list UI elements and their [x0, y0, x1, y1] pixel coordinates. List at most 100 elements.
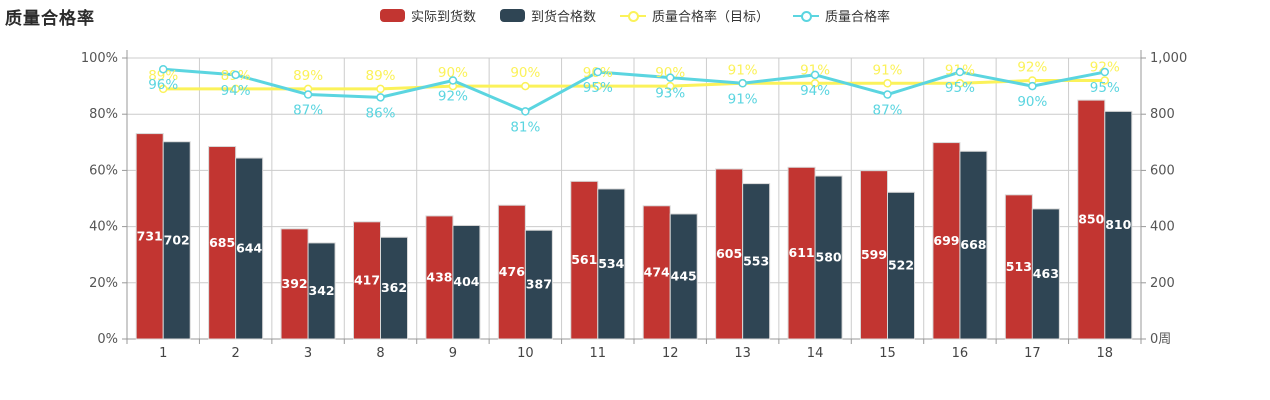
target-rate-point-label: 92%	[1017, 59, 1047, 75]
actual-rate-point[interactable]	[231, 70, 240, 80]
bar-qualified-arrivals[interactable]	[887, 191, 915, 340]
legend-circle-icon	[628, 11, 639, 22]
legend-label: 质量合格率	[825, 10, 891, 25]
target-rate-point[interactable]	[158, 84, 168, 94]
bar-actual-arrivals[interactable]	[1004, 194, 1033, 340]
bar-actual-arrivals[interactable]	[135, 133, 164, 340]
bar-qualified-arrivals[interactable]	[307, 242, 336, 340]
actual-rate-point[interactable]	[1100, 67, 1110, 77]
actual-rate-point[interactable]	[448, 76, 458, 85]
bar-qualified-arrivals[interactable]	[742, 183, 771, 340]
target-rate-line	[161, 78, 1107, 91]
bar-value-label: 561	[571, 252, 597, 267]
actual-rate-point-label: 87%	[293, 103, 323, 119]
legend-item-line-2[interactable]: 质量合格率（目标）	[620, 6, 769, 25]
y-axis-label-left: 20%	[89, 276, 118, 291]
bar-qualified-arrivals[interactable]	[380, 236, 408, 340]
bar-qualified-arrivals[interactable]	[524, 229, 553, 340]
bar-value-label: 850	[1078, 212, 1104, 227]
y-axis-label-right: 200	[1150, 276, 1175, 291]
actual-rate-point-label: 96%	[148, 77, 178, 93]
bar-value-label: 685	[209, 235, 235, 250]
bar-qualified-arrivals[interactable]	[235, 157, 264, 340]
x-axis-label: 11	[590, 346, 607, 361]
bar-qualified-arrivals[interactable]	[162, 141, 191, 340]
bar-qualified-arrivals[interactable]	[1104, 110, 1133, 340]
bar-value-label: 611	[789, 245, 815, 260]
target-rate-point-label: 90%	[438, 65, 468, 81]
bar-qualified-arrivals[interactable]	[1031, 208, 1060, 340]
legend-bar-swatch-icon	[379, 9, 405, 22]
target-rate-point-label: 89%	[148, 68, 178, 84]
legend-item-bar-0[interactable]: 实际到货数	[379, 6, 476, 25]
bar-qualified-arrivals[interactable]	[669, 213, 698, 340]
bar-value-label: 342	[309, 283, 335, 298]
target-rate-point[interactable]	[665, 81, 675, 91]
actual-rate-point[interactable]	[593, 67, 603, 77]
bar-actual-arrivals[interactable]	[1077, 99, 1106, 340]
x-axis-label: 2	[232, 346, 240, 361]
bar-actual-arrivals[interactable]	[932, 142, 961, 340]
target-rate-point-label: 92%	[1090, 59, 1120, 75]
bar-actual-arrivals[interactable]	[642, 205, 671, 340]
actual-rate-point[interactable]	[955, 67, 965, 77]
bar-value-label: 362	[381, 280, 407, 295]
actual-rate-point[interactable]	[810, 70, 820, 80]
actual-rate-point[interactable]	[665, 73, 675, 82]
actual-rate-point[interactable]	[521, 107, 530, 116]
target-rate-point-label: 89%	[293, 68, 323, 84]
bar-value-label: 387	[526, 277, 552, 292]
actual-rate-point[interactable]	[738, 79, 747, 88]
bar-actual-arrivals[interactable]	[280, 228, 309, 340]
bar-qualified-arrivals[interactable]	[452, 224, 481, 340]
actual-rate-point[interactable]	[1028, 81, 1037, 91]
y-axis-label-right: 1,000	[1150, 51, 1187, 66]
y-axis-label-right: 0周	[1150, 332, 1171, 347]
target-rate-point[interactable]	[955, 79, 965, 88]
bar-qualified-arrivals[interactable]	[597, 188, 626, 340]
actual-rate-point[interactable]	[376, 93, 385, 102]
bar-actual-arrivals[interactable]	[715, 168, 744, 340]
x-axis-label: 8	[376, 346, 384, 361]
target-rate-point-label: 90%	[510, 65, 540, 81]
bar-value-label: 731	[137, 228, 163, 243]
bar-actual-arrivals[interactable]	[425, 215, 454, 340]
bar-value-label: 417	[354, 272, 380, 287]
target-rate-point[interactable]	[1100, 76, 1110, 85]
bar-value-label: 522	[888, 258, 914, 273]
bar-actual-arrivals[interactable]	[497, 204, 526, 340]
y-axis-label-right: 600	[1150, 163, 1175, 178]
y-axis-label-left: 0%	[97, 332, 118, 347]
bar-actual-arrivals[interactable]	[570, 180, 599, 340]
target-rate-point[interactable]	[521, 81, 530, 91]
x-axis-label: 3	[304, 346, 312, 361]
actual-rate-point-label: 95%	[1090, 80, 1120, 96]
bar-actual-arrivals[interactable]	[353, 221, 381, 340]
bar-value-label: 599	[861, 247, 887, 262]
target-rate-point[interactable]	[883, 79, 892, 88]
actual-rate-point[interactable]	[303, 90, 313, 99]
target-rate-point[interactable]	[810, 79, 820, 88]
legend-item-line-3[interactable]: 质量合格率	[793, 6, 890, 25]
actual-rate-point[interactable]	[158, 64, 168, 74]
bar-qualified-arrivals[interactable]	[959, 150, 988, 340]
actual-rate-point-label: 87%	[872, 103, 902, 119]
actual-rate-point-label: 95%	[945, 80, 975, 96]
target-rate-point[interactable]	[593, 81, 603, 91]
actual-rate-point-label: 92%	[438, 88, 468, 104]
legend-item-bar-1[interactable]: 到货合格数	[499, 6, 596, 25]
target-rate-point[interactable]	[376, 84, 385, 94]
bar-qualified-arrivals[interactable]	[814, 175, 843, 340]
x-axis-label: 15	[879, 346, 896, 361]
target-rate-point-label: 90%	[655, 65, 685, 81]
bar-actual-arrivals[interactable]	[208, 146, 237, 340]
actual-rate-point[interactable]	[883, 90, 892, 99]
target-rate-point-label: 91%	[728, 62, 758, 78]
bar-value-label: 702	[164, 232, 190, 247]
target-rate-point-label: 91%	[800, 62, 830, 78]
target-rate-point[interactable]	[231, 84, 240, 94]
bar-value-label: 392	[282, 276, 308, 291]
legend-label: 到货合格数	[530, 10, 596, 25]
